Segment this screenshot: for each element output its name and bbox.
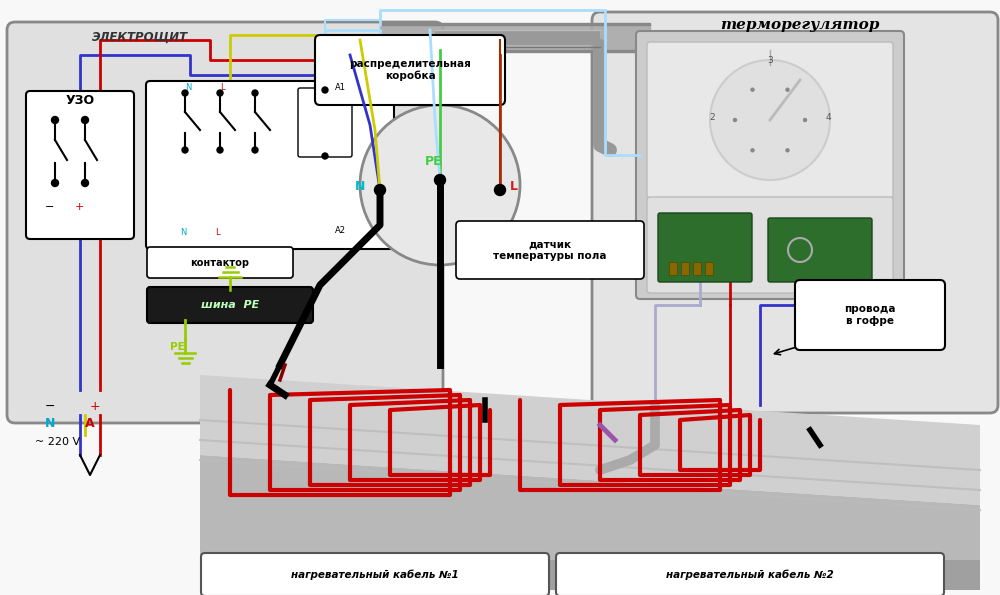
Circle shape bbox=[494, 184, 506, 196]
Circle shape bbox=[751, 88, 754, 91]
Text: +: + bbox=[75, 202, 84, 212]
FancyBboxPatch shape bbox=[670, 262, 678, 275]
FancyBboxPatch shape bbox=[556, 553, 944, 595]
Polygon shape bbox=[200, 375, 980, 505]
Text: A: A bbox=[85, 417, 95, 430]
Circle shape bbox=[252, 90, 258, 96]
Circle shape bbox=[322, 153, 328, 159]
FancyBboxPatch shape bbox=[682, 262, 690, 275]
Text: L: L bbox=[510, 180, 518, 193]
Text: шина  РЕ: шина РЕ bbox=[201, 300, 259, 310]
Circle shape bbox=[52, 117, 59, 124]
FancyBboxPatch shape bbox=[201, 553, 549, 595]
Circle shape bbox=[182, 90, 188, 96]
Text: PE: PE bbox=[170, 342, 185, 352]
Text: N: N bbox=[45, 417, 55, 430]
Text: N: N bbox=[355, 180, 365, 193]
Circle shape bbox=[82, 117, 89, 124]
Text: ~ 220 V: ~ 220 V bbox=[35, 437, 80, 447]
FancyBboxPatch shape bbox=[315, 35, 505, 105]
Text: N: N bbox=[185, 83, 191, 92]
FancyBboxPatch shape bbox=[298, 88, 352, 157]
FancyBboxPatch shape bbox=[768, 218, 872, 282]
Text: распределительная
коробка: распределительная коробка bbox=[349, 59, 471, 81]
Polygon shape bbox=[200, 455, 980, 560]
Text: терморегулятор: терморегулятор bbox=[720, 18, 880, 32]
Text: 3: 3 bbox=[767, 56, 773, 65]
Text: A2: A2 bbox=[335, 226, 346, 235]
Circle shape bbox=[710, 60, 830, 180]
FancyBboxPatch shape bbox=[795, 280, 945, 350]
Circle shape bbox=[786, 149, 789, 152]
FancyBboxPatch shape bbox=[647, 197, 893, 293]
Text: L: L bbox=[220, 83, 225, 92]
Circle shape bbox=[751, 149, 754, 152]
Text: 4: 4 bbox=[825, 113, 831, 122]
Text: 2: 2 bbox=[709, 113, 715, 122]
FancyBboxPatch shape bbox=[592, 12, 998, 413]
FancyBboxPatch shape bbox=[26, 91, 134, 239]
Circle shape bbox=[804, 118, 806, 121]
FancyBboxPatch shape bbox=[647, 42, 893, 198]
Text: провода
в гофре: провода в гофре bbox=[844, 304, 896, 326]
Text: https://100m-p4.ru.: https://100m-p4.ru. bbox=[330, 213, 418, 222]
Text: +: + bbox=[90, 400, 101, 413]
FancyBboxPatch shape bbox=[706, 262, 713, 275]
FancyBboxPatch shape bbox=[147, 287, 313, 323]
Circle shape bbox=[786, 88, 789, 91]
Text: PE: PE bbox=[425, 155, 443, 168]
Circle shape bbox=[322, 87, 328, 93]
FancyBboxPatch shape bbox=[146, 81, 394, 249]
FancyBboxPatch shape bbox=[147, 247, 293, 278]
Circle shape bbox=[252, 147, 258, 153]
FancyBboxPatch shape bbox=[694, 262, 702, 275]
Text: нагревательный кабель №2: нагревательный кабель №2 bbox=[666, 570, 834, 580]
Circle shape bbox=[217, 147, 223, 153]
FancyBboxPatch shape bbox=[658, 213, 752, 282]
Text: ЭЛЕКТРОЩИТ: ЭЛЕКТРОЩИТ bbox=[92, 30, 188, 43]
Polygon shape bbox=[200, 560, 980, 590]
Circle shape bbox=[375, 184, 386, 196]
Circle shape bbox=[217, 90, 223, 96]
Text: −: − bbox=[45, 202, 54, 212]
Circle shape bbox=[734, 118, 736, 121]
Text: УЗО: УЗО bbox=[65, 93, 95, 107]
FancyBboxPatch shape bbox=[636, 31, 904, 299]
Circle shape bbox=[435, 174, 446, 186]
Circle shape bbox=[360, 105, 520, 265]
Circle shape bbox=[52, 180, 59, 186]
Text: N: N bbox=[180, 228, 186, 237]
FancyBboxPatch shape bbox=[7, 22, 443, 423]
Text: нагревательный кабель №1: нагревательный кабель №1 bbox=[291, 570, 459, 580]
Circle shape bbox=[182, 147, 188, 153]
Text: датчик
температуры пола: датчик температуры пола bbox=[493, 239, 607, 261]
Text: контактор: контактор bbox=[191, 258, 250, 268]
FancyBboxPatch shape bbox=[456, 221, 644, 279]
Text: −: − bbox=[45, 400, 56, 413]
Text: L: L bbox=[215, 228, 220, 237]
Circle shape bbox=[82, 180, 89, 186]
Text: A1: A1 bbox=[335, 83, 346, 92]
